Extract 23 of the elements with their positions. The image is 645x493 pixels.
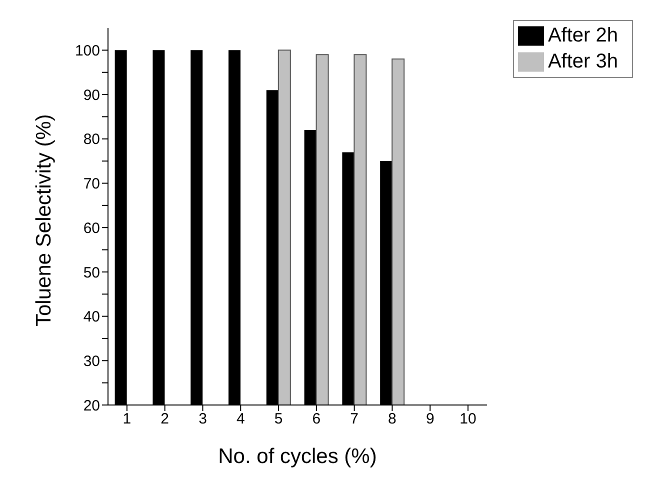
x-tick-label: 8	[388, 410, 396, 428]
x-tick-label: 1	[122, 410, 132, 428]
x-tick-label: 3	[198, 410, 207, 428]
y-tick-label: 80	[83, 131, 100, 148]
y-tick-label: 50	[83, 264, 100, 282]
y-tick-label: 70	[83, 176, 100, 193]
legend-label: After 3h	[548, 50, 618, 72]
y-tick-label: 100	[74, 42, 100, 60]
y-tick-label: 20	[83, 397, 100, 414]
x-tick-label: 7	[350, 410, 358, 428]
x-tick-label: 9	[426, 410, 434, 428]
y-tick-label: 30	[83, 352, 100, 370]
y-tick-label: 60	[83, 220, 100, 237]
x-tick-label: 5	[274, 410, 283, 428]
x-tick-label: 10	[460, 410, 476, 428]
y-tick-label: 40	[83, 308, 100, 326]
y-tick-label: 90	[83, 86, 100, 104]
x-tick-label: 2	[160, 410, 170, 428]
x-axis-title: No. of cycles (%)	[218, 445, 377, 468]
legend-label: After 2h	[548, 24, 618, 46]
x-tick-label: 6	[312, 410, 321, 428]
y-axis-title: Toluene Selectivity (%)	[32, 114, 56, 326]
x-tick-label: 4	[236, 410, 245, 428]
